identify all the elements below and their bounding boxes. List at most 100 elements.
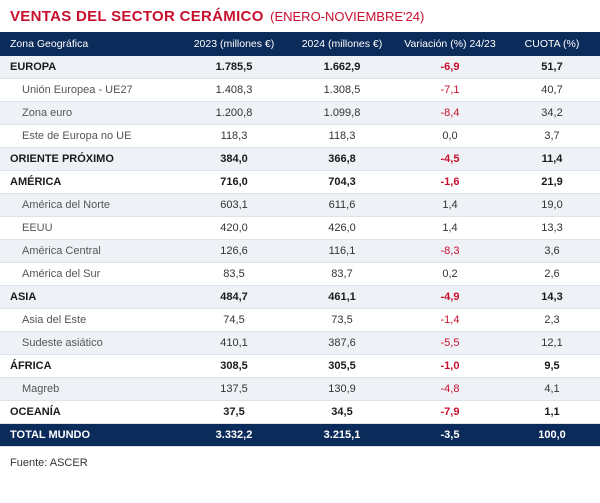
cell-label: Magreb: [0, 378, 180, 401]
cell-2024: 305,5: [288, 355, 396, 378]
cell-label: Asia del Este: [0, 309, 180, 332]
cell-cuota: 1,1: [504, 401, 600, 424]
table-row: ASIA484,7461,1-4,914,3: [0, 286, 600, 309]
cell-2024: 34,5: [288, 401, 396, 424]
cell-2024: 3.215,1: [288, 424, 396, 447]
table-body: EUROPA1.785,51.662,9-6,951,7Unión Europe…: [0, 56, 600, 447]
cell-2024: 704,3: [288, 171, 396, 194]
table-row: ÁFRICA308,5305,5-1,09,5: [0, 355, 600, 378]
table-row: América Central126,6116,1-8,33,6: [0, 240, 600, 263]
cell-var: -7,9: [396, 401, 504, 424]
cell-var: -3,5: [396, 424, 504, 447]
cell-2023: 1.408,3: [180, 79, 288, 102]
cell-2023: 1.785,5: [180, 56, 288, 79]
cell-label: Unión Europea - UE27: [0, 79, 180, 102]
cell-2023: 137,5: [180, 378, 288, 401]
cell-label: Zona euro: [0, 102, 180, 125]
cell-2023: 37,5: [180, 401, 288, 424]
cell-cuota: 13,3: [504, 217, 600, 240]
cell-2023: 484,7: [180, 286, 288, 309]
cell-2023: 3.332,2: [180, 424, 288, 447]
cell-label: OCEANÍA: [0, 401, 180, 424]
table-row: Unión Europea - UE271.408,31.308,5-7,140…: [0, 79, 600, 102]
table-row: EEUU420,0426,01,413,3: [0, 217, 600, 240]
cell-2023: 410,1: [180, 332, 288, 355]
cell-label: América Central: [0, 240, 180, 263]
cell-2024: 1.662,9: [288, 56, 396, 79]
cell-var: -1,6: [396, 171, 504, 194]
col-2024: 2024 (millones €): [288, 32, 396, 56]
cell-var: 0,0: [396, 125, 504, 148]
cell-cuota: 3,6: [504, 240, 600, 263]
cell-2024: 1.308,5: [288, 79, 396, 102]
cell-label: TOTAL MUNDO: [0, 424, 180, 447]
cell-cuota: 4,1: [504, 378, 600, 401]
cell-2023: 384,0: [180, 148, 288, 171]
source-line: Fuente: ASCER: [0, 447, 600, 477]
cell-cuota: 2,6: [504, 263, 600, 286]
sales-table: Zona Geográfica 2023 (millones €) 2024 (…: [0, 32, 600, 447]
cell-2024: 387,6: [288, 332, 396, 355]
col-geo: Zona Geográfica: [0, 32, 180, 56]
cell-2024: 118,3: [288, 125, 396, 148]
cell-label: AMÉRICA: [0, 171, 180, 194]
table-header-row: Zona Geográfica 2023 (millones €) 2024 (…: [0, 32, 600, 56]
cell-label: Sudeste asiático: [0, 332, 180, 355]
cell-label: EEUU: [0, 217, 180, 240]
cell-cuota: 19,0: [504, 194, 600, 217]
cell-2024: 1.099,8: [288, 102, 396, 125]
cell-2024: 73,5: [288, 309, 396, 332]
cell-2023: 716,0: [180, 171, 288, 194]
cell-var: 0,2: [396, 263, 504, 286]
title-sub: (ENERO-NOVIEMBRE'24): [270, 9, 424, 24]
table-row: Magreb137,5130,9-4,84,1: [0, 378, 600, 401]
cell-var: 1,4: [396, 194, 504, 217]
cell-label: América del Sur: [0, 263, 180, 286]
cell-var: -8,3: [396, 240, 504, 263]
cell-cuota: 21,9: [504, 171, 600, 194]
cell-cuota: 51,7: [504, 56, 600, 79]
table-row: Este de Europa no UE118,3118,30,03,7: [0, 125, 600, 148]
table-row: ORIENTE PRÓXIMO384,0366,8-4,511,4: [0, 148, 600, 171]
cell-cuota: 2,3: [504, 309, 600, 332]
table-row: América del Sur83,583,70,22,6: [0, 263, 600, 286]
cell-cuota: 12,1: [504, 332, 600, 355]
cell-2024: 366,8: [288, 148, 396, 171]
table-row: TOTAL MUNDO3.332,23.215,1-3,5100,0: [0, 424, 600, 447]
cell-var: -4,5: [396, 148, 504, 171]
cell-2024: 83,7: [288, 263, 396, 286]
table-row: AMÉRICA716,0704,3-1,621,9: [0, 171, 600, 194]
title-main: VENTAS DEL SECTOR CERÁMICO: [10, 8, 264, 25]
cell-cuota: 3,7: [504, 125, 600, 148]
cell-label: ORIENTE PRÓXIMO: [0, 148, 180, 171]
cell-label: Este de Europa no UE: [0, 125, 180, 148]
table-row: EUROPA1.785,51.662,9-6,951,7: [0, 56, 600, 79]
cell-2023: 420,0: [180, 217, 288, 240]
table-row: Sudeste asiático410,1387,6-5,512,1: [0, 332, 600, 355]
cell-var: -1,4: [396, 309, 504, 332]
cell-2024: 426,0: [288, 217, 396, 240]
cell-2023: 118,3: [180, 125, 288, 148]
cell-var: -8,4: [396, 102, 504, 125]
cell-var: 1,4: [396, 217, 504, 240]
cell-var: -4,8: [396, 378, 504, 401]
cell-cuota: 34,2: [504, 102, 600, 125]
cell-2023: 74,5: [180, 309, 288, 332]
cell-2024: 611,6: [288, 194, 396, 217]
table-row: América del Norte603,1611,61,419,0: [0, 194, 600, 217]
cell-var: -5,5: [396, 332, 504, 355]
cell-var: -6,9: [396, 56, 504, 79]
cell-var: -7,1: [396, 79, 504, 102]
title-bar: VENTAS DEL SECTOR CERÁMICO (ENERO-NOVIEM…: [0, 0, 600, 32]
cell-label: ASIA: [0, 286, 180, 309]
cell-label: América del Norte: [0, 194, 180, 217]
cell-label: EUROPA: [0, 56, 180, 79]
cell-2024: 461,1: [288, 286, 396, 309]
cell-cuota: 9,5: [504, 355, 600, 378]
cell-cuota: 11,4: [504, 148, 600, 171]
table-row: OCEANÍA37,534,5-7,91,1: [0, 401, 600, 424]
cell-var: -1,0: [396, 355, 504, 378]
cell-2024: 130,9: [288, 378, 396, 401]
cell-2023: 83,5: [180, 263, 288, 286]
cell-var: -4,9: [396, 286, 504, 309]
